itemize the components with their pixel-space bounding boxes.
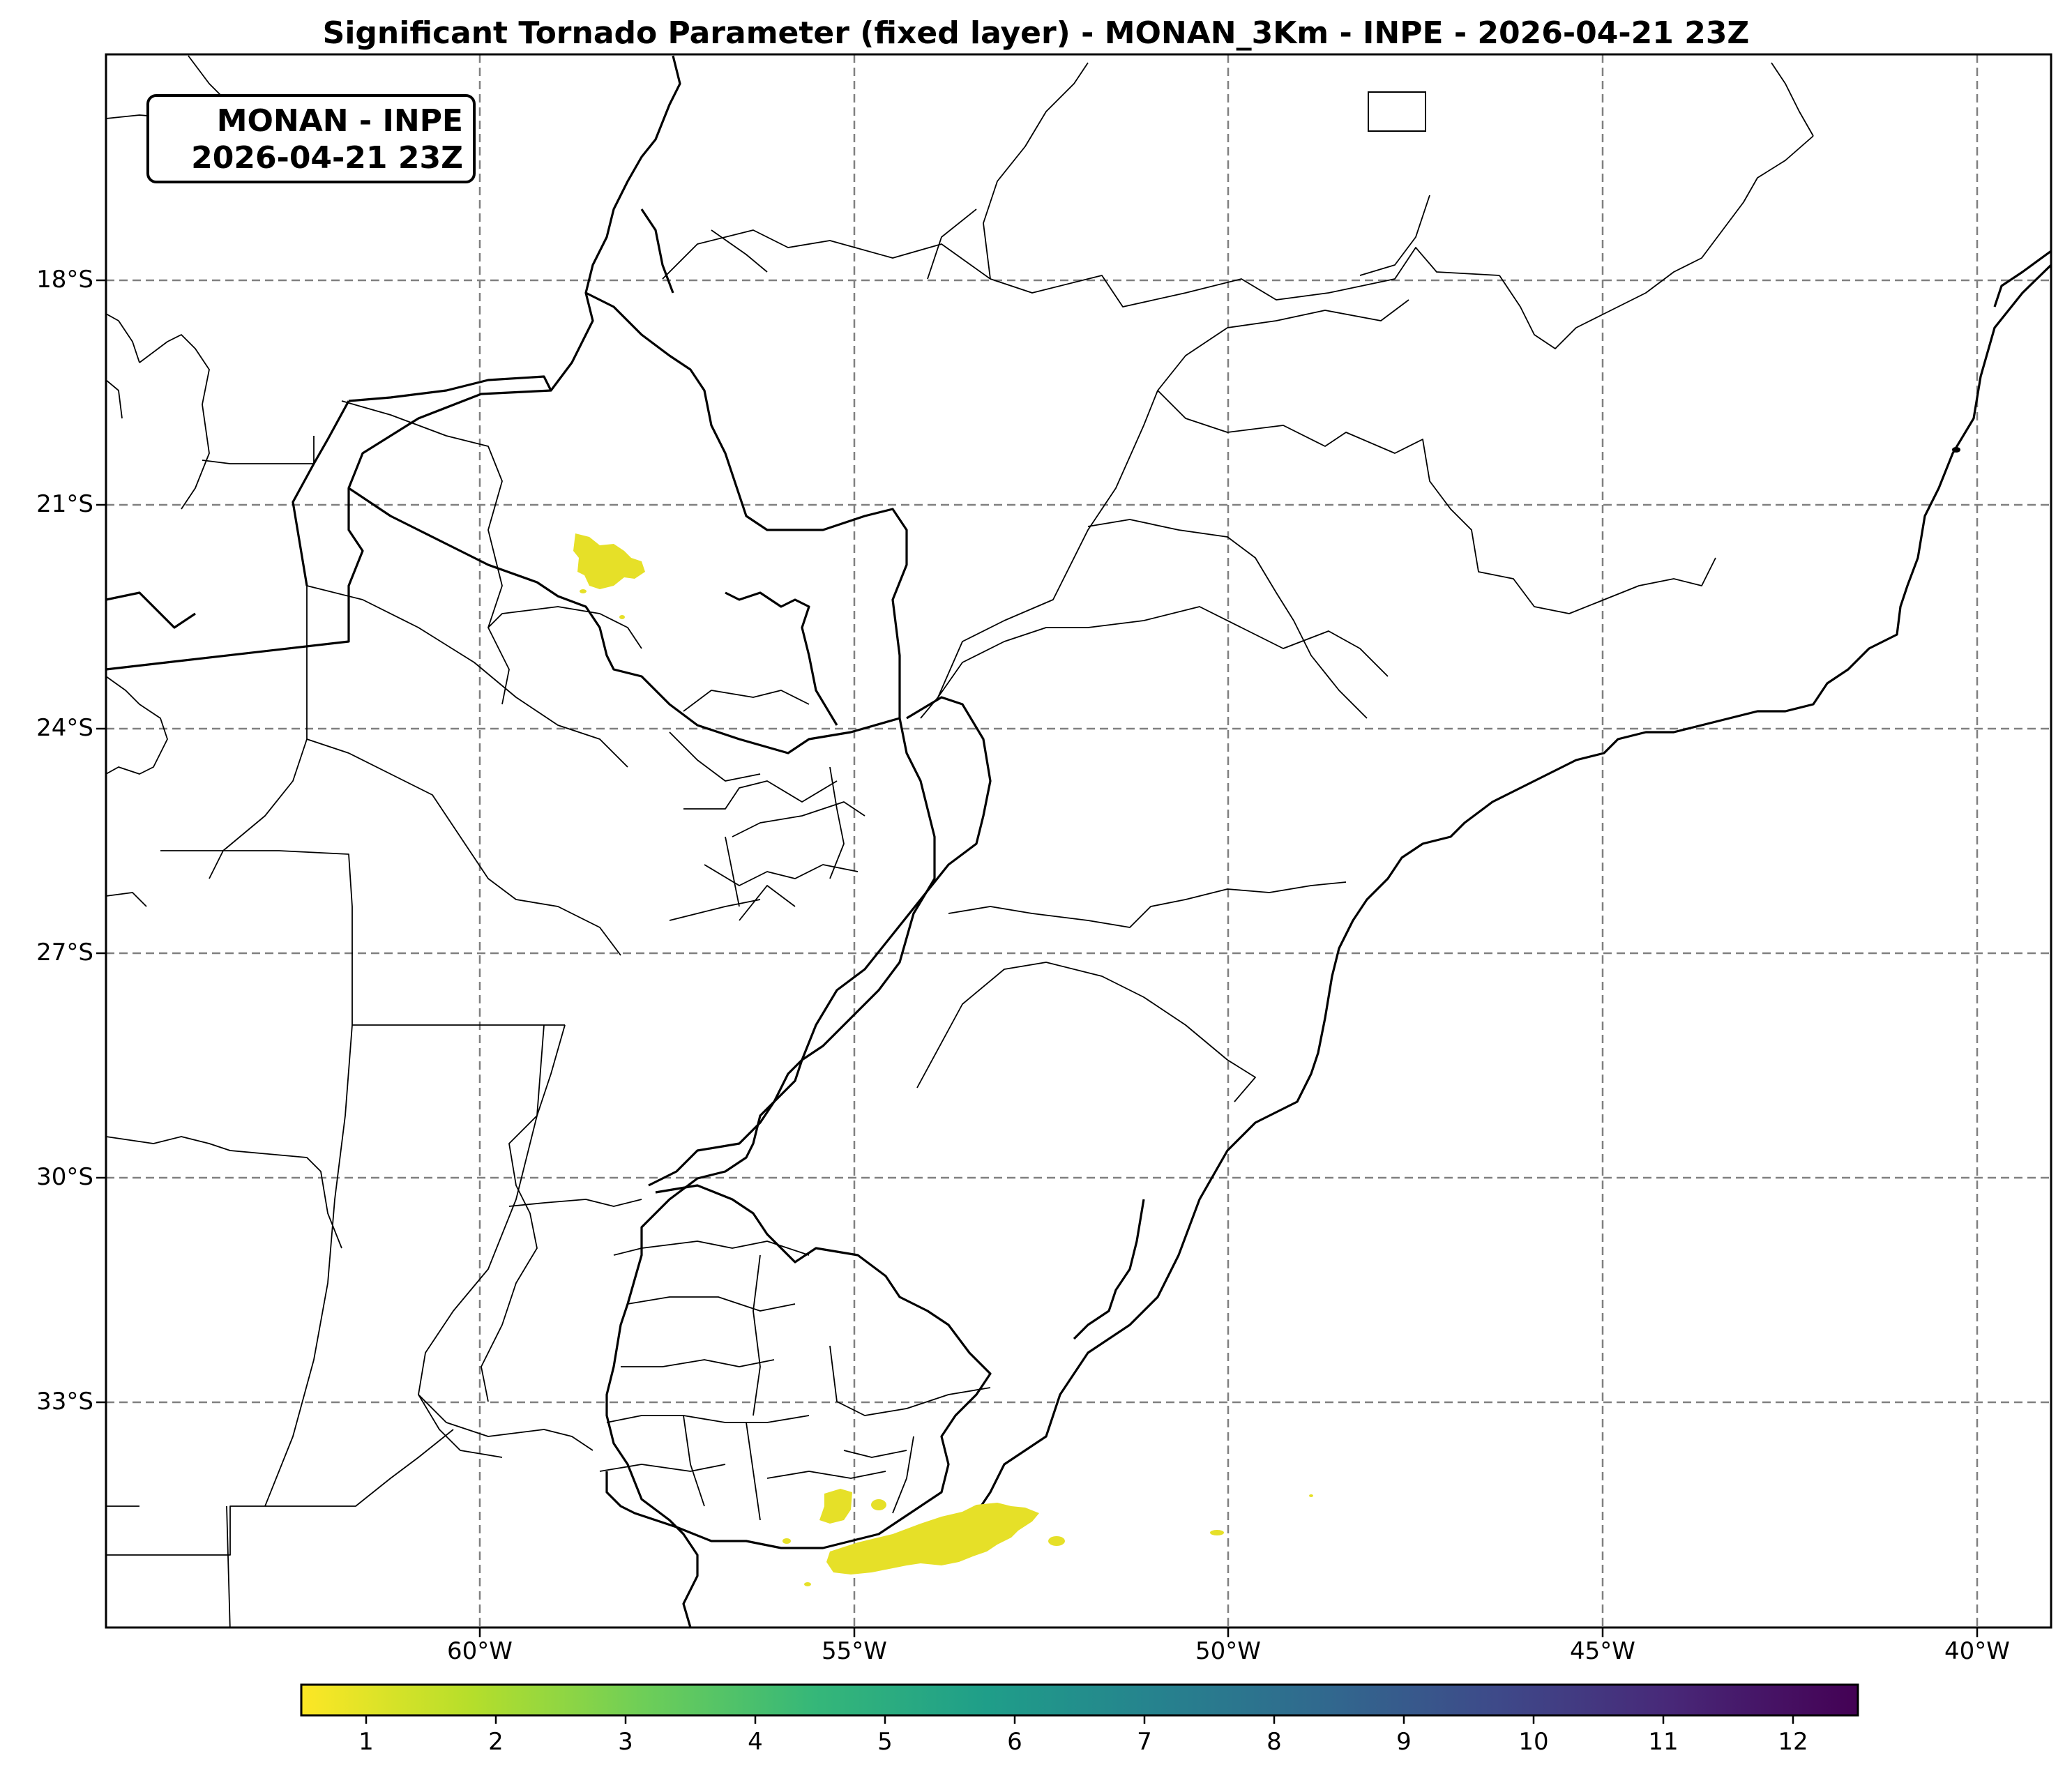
map-title: Significant Tornado Parameter (fixed lay… xyxy=(322,15,1750,51)
colorbar-label-2: 2 xyxy=(488,1728,504,1756)
colorbar-label-1: 1 xyxy=(358,1728,374,1756)
state-borders xyxy=(106,55,1814,1628)
colorbar-label-11: 11 xyxy=(1648,1728,1679,1756)
colorbar-label-9: 9 xyxy=(1396,1728,1412,1756)
lon-label-55w: 55°W xyxy=(822,1637,887,1665)
colorbar-ticks xyxy=(365,1715,1794,1724)
lon-label-50w: 50°W xyxy=(1195,1637,1261,1665)
island xyxy=(1952,447,1960,453)
lat-label-27s: 27°S xyxy=(36,939,93,966)
stp-patch-paraguay xyxy=(573,533,645,589)
colorbar-label-7: 7 xyxy=(1137,1728,1152,1756)
colorbar-label-3: 3 xyxy=(618,1728,633,1756)
stp-patch-south-g xyxy=(804,1582,811,1586)
lat-label-24s: 24°S xyxy=(36,714,93,742)
badge-line-1: MONAN - INPE xyxy=(216,103,463,139)
stp-patch-small-b xyxy=(619,615,625,619)
lon-label-40w: 40°W xyxy=(1944,1637,2010,1665)
colorbar-label-8: 8 xyxy=(1266,1728,1282,1756)
stp-patch-south-f xyxy=(1309,1494,1313,1497)
stp-patch-south-main xyxy=(826,1503,1039,1575)
lat-label-21s: 21°S xyxy=(36,490,93,518)
lon-label-45w: 45°W xyxy=(1570,1637,1635,1665)
badge-line-2: 2026-04-21 23Z xyxy=(191,140,463,176)
stp-patch-south-d xyxy=(1210,1530,1224,1535)
country-borders xyxy=(106,55,2051,1628)
lat-label-30s: 30°S xyxy=(36,1163,93,1191)
colorbar-label-5: 5 xyxy=(877,1728,893,1756)
lat-label-18s: 18°S xyxy=(36,266,93,294)
model-badge: MONAN - INPE 2026-04-21 23Z xyxy=(146,94,476,183)
colorbar xyxy=(300,1683,1859,1717)
graticule xyxy=(106,54,2051,1628)
lat-label-33s: 33°S xyxy=(36,1388,93,1416)
axis-ticks xyxy=(96,279,1979,1637)
stp-patches xyxy=(573,533,1313,1586)
stp-patch-south-a xyxy=(819,1489,852,1524)
colorbar-label-10: 10 xyxy=(1518,1728,1549,1756)
colorbar-label-6: 6 xyxy=(1007,1728,1022,1756)
map-frame xyxy=(105,53,2052,1629)
colorbar-label-4: 4 xyxy=(748,1728,763,1756)
stp-patch-south-e xyxy=(782,1538,791,1544)
stp-patch-south-b xyxy=(871,1499,886,1510)
lon-label-60w: 60°W xyxy=(447,1637,513,1665)
colorbar-label-12: 12 xyxy=(1778,1728,1808,1756)
stp-patch-south-c xyxy=(1048,1536,1065,1546)
stp-patch-small-a xyxy=(580,589,587,593)
reservoir-outline xyxy=(1368,91,1426,132)
